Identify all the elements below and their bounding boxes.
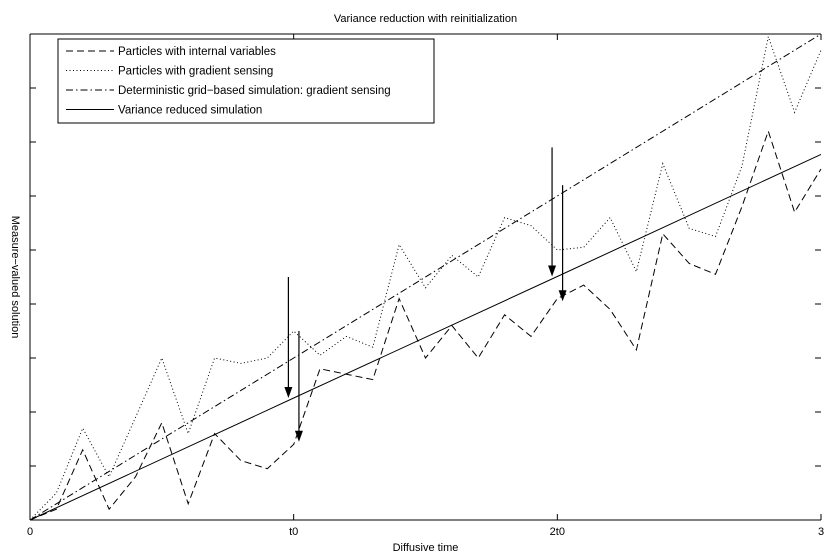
legend: Particles with internal variables Particl…: [57, 38, 435, 124]
legend-box: [57, 38, 435, 124]
x-tick-label: 3: [818, 526, 824, 538]
arrow-head: [558, 290, 567, 302]
series-line-4: [29, 153, 822, 521]
legend-label: Particles with gradient sensing: [118, 66, 273, 78]
plot-series: [29, 33, 822, 521]
series-line-2: [29, 34, 822, 521]
legend-label: Particles with internal variables: [118, 46, 276, 58]
plot-axes: [29, 33, 821, 521]
x-tick-label: t0: [289, 526, 298, 538]
x-axis-label: Diffusive time: [393, 542, 459, 554]
axis-ticks: 0 t0 2t0 3: [27, 33, 824, 538]
x-tick-label: 2t0: [550, 526, 565, 538]
legend-label: Deterministic grid−based simulation: gra…: [118, 85, 391, 97]
x-tick-label: 0: [27, 526, 33, 538]
legend-label: Variance reduced simulation: [118, 105, 262, 117]
arrow-head: [284, 386, 293, 398]
chart-title: Variance reduction with reinitialization: [334, 13, 517, 25]
annotation-arrows: [284, 147, 567, 442]
y-axis-label: Measure−valued solution: [9, 216, 21, 339]
arrow-head: [294, 430, 303, 442]
series-line-1: [29, 129, 822, 521]
arrow-head: [548, 265, 557, 277]
series-line-3: [29, 33, 822, 521]
